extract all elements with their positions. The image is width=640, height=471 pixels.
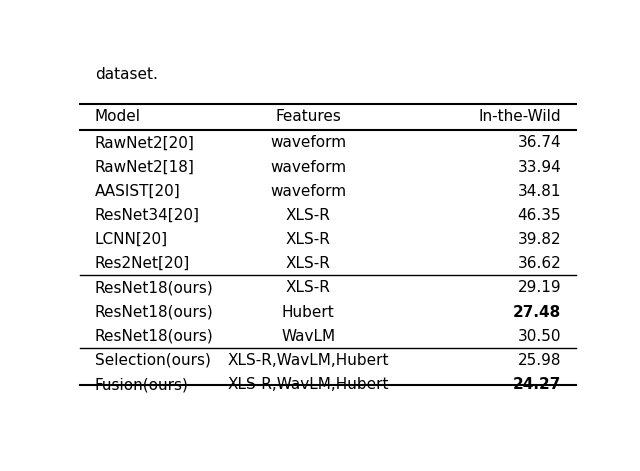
Text: 24.27: 24.27 <box>513 377 561 392</box>
Text: XLS-R: XLS-R <box>285 208 331 223</box>
Text: 34.81: 34.81 <box>518 184 561 199</box>
Text: RawNet2[20]: RawNet2[20] <box>95 135 195 150</box>
Text: waveform: waveform <box>270 160 346 175</box>
Text: Fusion(ours): Fusion(ours) <box>95 377 189 392</box>
Text: ResNet18(ours): ResNet18(ours) <box>95 280 214 295</box>
Text: WavLM: WavLM <box>281 329 335 344</box>
Text: 30.50: 30.50 <box>518 329 561 344</box>
Text: XLS-R: XLS-R <box>285 280 331 295</box>
Text: Hubert: Hubert <box>282 305 335 320</box>
Text: XLS-R: XLS-R <box>285 232 331 247</box>
Text: XLS-R,WavLM,Hubert: XLS-R,WavLM,Hubert <box>227 377 389 392</box>
Text: 39.82: 39.82 <box>518 232 561 247</box>
Text: RawNet2[18]: RawNet2[18] <box>95 160 195 175</box>
Text: 33.94: 33.94 <box>517 160 561 175</box>
Text: 27.48: 27.48 <box>513 305 561 320</box>
Text: 36.74: 36.74 <box>518 135 561 150</box>
Text: ResNet18(ours): ResNet18(ours) <box>95 329 214 344</box>
Text: XLS-R,WavLM,Hubert: XLS-R,WavLM,Hubert <box>227 353 389 368</box>
Text: 46.35: 46.35 <box>518 208 561 223</box>
Text: dataset.: dataset. <box>95 67 157 82</box>
Text: In-the-Wild: In-the-Wild <box>479 109 561 124</box>
Text: 29.19: 29.19 <box>518 280 561 295</box>
Text: Res2Net[20]: Res2Net[20] <box>95 256 190 271</box>
Text: ResNet34[20]: ResNet34[20] <box>95 208 200 223</box>
Text: AASIST[20]: AASIST[20] <box>95 184 180 199</box>
Text: waveform: waveform <box>270 135 346 150</box>
Text: Model: Model <box>95 109 141 124</box>
Text: waveform: waveform <box>270 184 346 199</box>
Text: 36.62: 36.62 <box>517 256 561 271</box>
Text: LCNN[20]: LCNN[20] <box>95 232 168 247</box>
Text: ResNet18(ours): ResNet18(ours) <box>95 305 214 320</box>
Text: Features: Features <box>275 109 341 124</box>
Text: XLS-R: XLS-R <box>285 256 331 271</box>
Text: Selection(ours): Selection(ours) <box>95 353 211 368</box>
Text: 25.98: 25.98 <box>518 353 561 368</box>
